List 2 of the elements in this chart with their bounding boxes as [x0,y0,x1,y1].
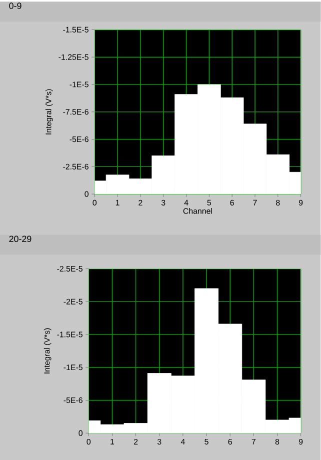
chart-title: 20-29 [9,236,32,242]
text: 0-9 [9,2,22,9]
